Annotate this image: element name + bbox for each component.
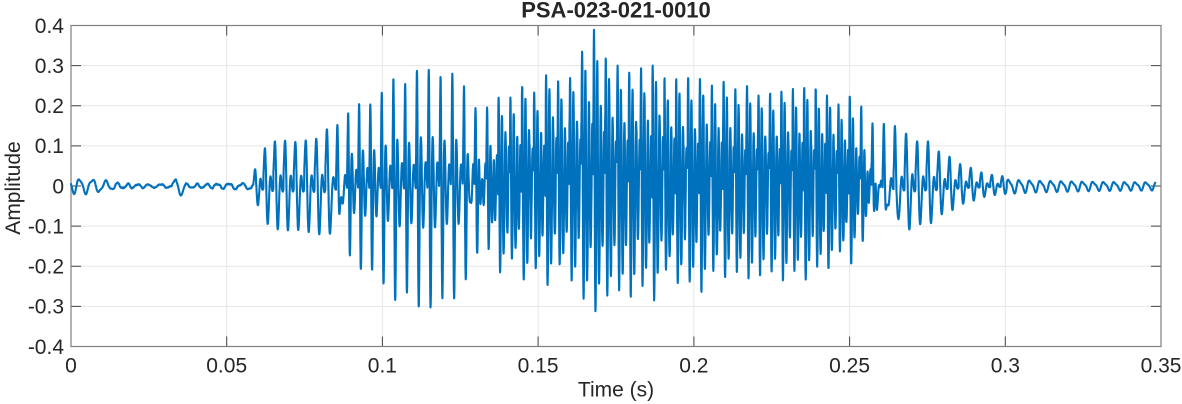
svg-text:Time (s): Time (s)	[578, 379, 654, 402]
svg-text:0.1: 0.1	[35, 135, 64, 158]
svg-text:0: 0	[52, 175, 64, 198]
svg-text:0.3: 0.3	[991, 355, 1020, 378]
svg-text:0.25: 0.25	[829, 355, 870, 378]
svg-text:-0.2: -0.2	[28, 256, 64, 279]
svg-text:0.3: 0.3	[35, 55, 64, 78]
svg-text:0.15: 0.15	[518, 355, 559, 378]
svg-text:-0.1: -0.1	[28, 215, 64, 238]
svg-text:PSA-023-021-0010: PSA-023-021-0010	[521, 0, 711, 23]
svg-text:-0.4: -0.4	[28, 336, 65, 359]
svg-text:Amplitude: Amplitude	[2, 141, 25, 234]
svg-text:-0.3: -0.3	[28, 296, 64, 319]
svg-text:0.4: 0.4	[35, 15, 65, 38]
svg-text:0.35: 0.35	[1141, 355, 1182, 378]
svg-text:0: 0	[65, 355, 77, 378]
svg-text:0.2: 0.2	[679, 355, 708, 378]
svg-text:0.05: 0.05	[206, 355, 247, 378]
svg-text:0.2: 0.2	[35, 95, 64, 118]
svg-text:0.1: 0.1	[368, 355, 397, 378]
